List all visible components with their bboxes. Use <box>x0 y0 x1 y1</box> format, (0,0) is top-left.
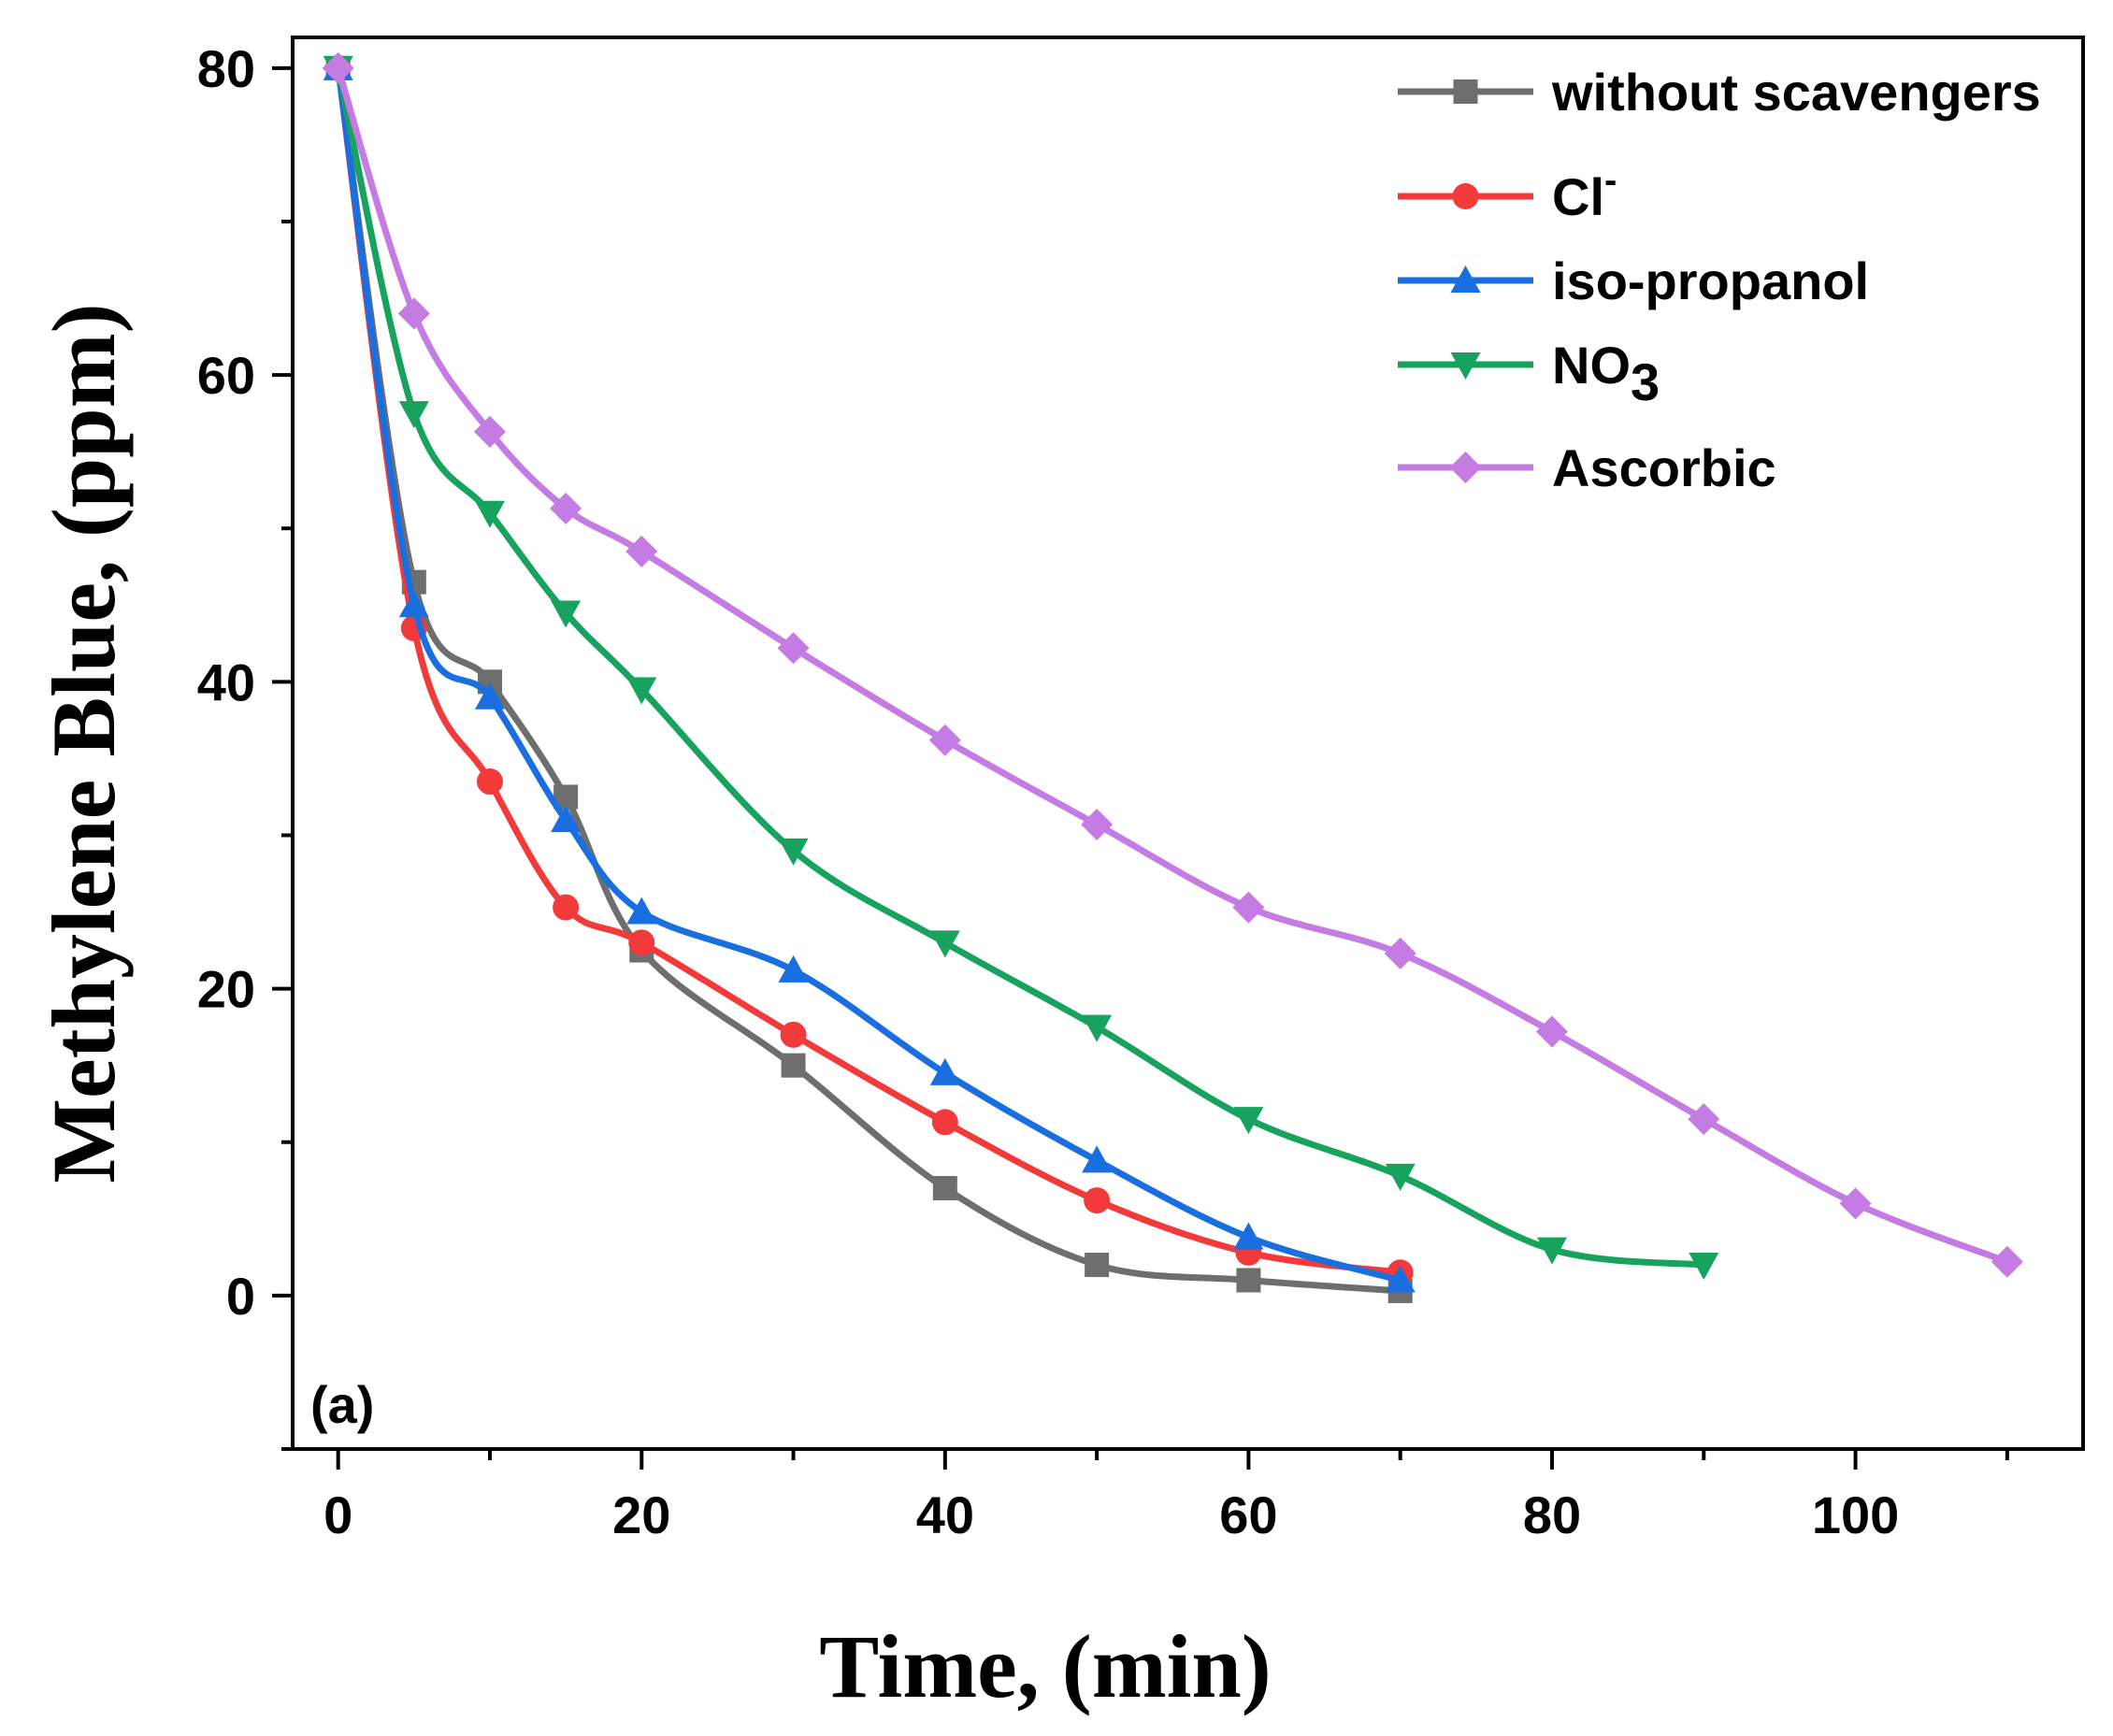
data-point <box>928 724 961 756</box>
data-point <box>778 954 809 983</box>
y-tick-label: 60 <box>197 346 255 405</box>
data-point <box>1236 1268 1261 1293</box>
legend-marker <box>1452 183 1479 209</box>
data-point <box>553 894 580 921</box>
data-point <box>1085 1253 1110 1278</box>
x-tick-label: 100 <box>1812 1485 1899 1544</box>
data-point <box>1991 1245 2023 1278</box>
data-point <box>628 929 655 956</box>
data-point <box>1233 1222 1264 1250</box>
data-point <box>626 677 657 705</box>
x-tick-label: 60 <box>1219 1485 1277 1544</box>
legend-label: Ascorbic <box>1552 438 1776 497</box>
data-point <box>1233 1107 1264 1135</box>
data-point <box>1385 1163 1416 1191</box>
x-axis-title: Time, (min) <box>819 1616 1272 1716</box>
legend-marker <box>1450 352 1481 380</box>
data-point <box>1081 808 1114 840</box>
legend: without scavengersCl-iso-propanolNO3Asco… <box>1398 63 2041 497</box>
data-point <box>1082 1145 1113 1173</box>
data-point <box>1385 1265 1416 1293</box>
data-point <box>1084 1187 1111 1214</box>
legend-label-main: Cl <box>1552 167 1604 226</box>
series-line <box>335 66 2009 1266</box>
legend-item: Ascorbic <box>1398 438 1776 497</box>
series-line <box>335 67 1704 1269</box>
x-axis-ticks: 0 20 40 60 80 100 <box>323 1449 2009 1544</box>
plot-frame <box>291 36 2085 1451</box>
data-point <box>473 415 506 448</box>
y-tick-label: 40 <box>197 653 255 711</box>
data-point <box>1384 937 1416 969</box>
data-point <box>929 930 960 958</box>
data-point <box>474 681 505 710</box>
data-point <box>474 500 505 528</box>
legend-label: without scavengers <box>1551 63 2041 122</box>
legend-marker <box>1453 79 1478 104</box>
data-point <box>550 492 582 524</box>
x-tick-label: 20 <box>612 1485 670 1544</box>
legend-label-main: Ascorbic <box>1552 438 1776 497</box>
panel-label: (a) <box>310 1375 374 1434</box>
legend-label: iso-propanol <box>1552 251 1869 310</box>
legend-item: NO3 <box>1398 336 1660 411</box>
data-point <box>626 897 657 925</box>
data-point <box>931 1109 958 1136</box>
legend-label-main: without scavengers <box>1551 63 2041 122</box>
data-point <box>398 590 429 618</box>
data-point <box>932 1175 957 1200</box>
legend-item: without scavengers <box>1398 63 2041 122</box>
data-point <box>778 838 809 866</box>
series-iso-propanol <box>323 52 1416 1293</box>
legend-item: Cl- <box>1398 160 1617 226</box>
y-tick-label: 80 <box>197 39 255 98</box>
data-point <box>625 535 658 567</box>
data-point <box>398 401 429 429</box>
data-point <box>322 51 354 84</box>
legend-item: iso-propanol <box>1398 251 1869 310</box>
legend-marker <box>1449 452 1482 483</box>
legend-marker <box>1450 265 1481 293</box>
data-point <box>929 1057 960 1085</box>
y-tick-label: 0 <box>226 1267 255 1326</box>
series-no3 <box>323 55 1719 1281</box>
legend-label-subscript: 3 <box>1631 352 1660 411</box>
data-point <box>397 297 430 330</box>
y-tick-label: 20 <box>197 960 255 1019</box>
legend-label-superscript: - <box>1604 160 1617 201</box>
data-point <box>1689 1253 1719 1281</box>
data-point <box>1839 1187 1872 1220</box>
legend-label: Cl- <box>1552 160 1617 226</box>
data-point <box>781 1053 806 1078</box>
x-tick-label: 80 <box>1523 1485 1581 1544</box>
legend-label-main: NO <box>1552 336 1631 395</box>
data-point <box>551 805 582 833</box>
data-point <box>1535 1015 1568 1048</box>
legend-label-main: iso-propanol <box>1552 251 1869 310</box>
x-tick-label: 40 <box>916 1485 974 1544</box>
y-axis-title: Methylene Blue, (ppm) <box>34 303 134 1183</box>
series-ascorbic <box>322 51 2023 1278</box>
data-point <box>551 600 582 628</box>
data-point <box>1688 1103 1720 1136</box>
data-point <box>780 1021 807 1048</box>
series-layer <box>322 51 2023 1303</box>
data-point <box>476 768 503 796</box>
legend-label: NO3 <box>1552 336 1660 411</box>
data-point <box>1232 891 1265 924</box>
y-axis-ticks: 0 20 40 60 80 <box>197 39 293 1451</box>
data-point <box>777 632 810 665</box>
x-tick-label: 0 <box>323 1485 352 1544</box>
data-point <box>1082 1014 1113 1042</box>
data-point <box>1536 1237 1567 1265</box>
